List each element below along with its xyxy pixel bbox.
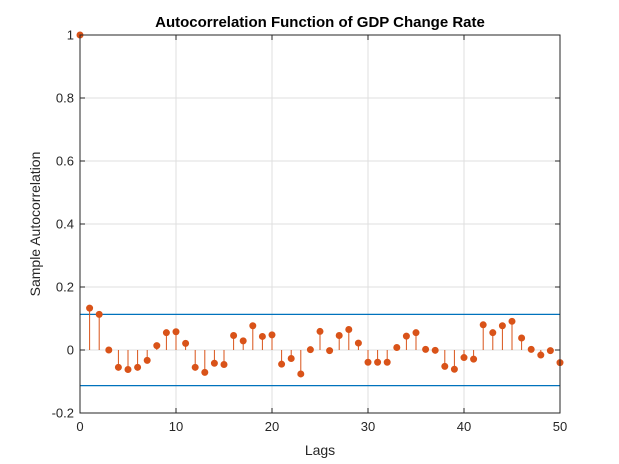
stem-marker [258,332,266,340]
stem-marker [537,351,545,359]
stem-marker [95,310,103,318]
stem-marker [210,359,218,367]
y-tick-label: 0.6 [56,154,74,169]
stem-marker [268,331,276,339]
stem-marker [249,322,257,330]
stem-marker [201,368,209,376]
stem-marker [220,360,228,368]
confidence-bounds [80,313,560,387]
stem-marker [335,332,343,340]
stem-marker [479,321,487,329]
x-tick-label: 20 [265,419,279,434]
y-tick-label: 0 [67,343,74,358]
stem-marker [306,346,314,354]
chart-title: Autocorrelation Function of GDP Change R… [155,14,485,31]
stem-marker [182,339,190,347]
stem-marker [153,342,161,350]
stem-marker [114,363,122,371]
x-tick-label: 50 [553,419,567,434]
stem-marker [326,347,334,355]
stem-marker [546,347,554,355]
x-tick-label: 0 [76,419,83,434]
stem-marker [470,355,478,363]
stem-marker [172,328,180,336]
stem-marker [431,346,439,354]
stem-marker [134,363,142,371]
stem-marker [143,356,151,364]
stem-marker [489,329,497,337]
x-tick-label: 30 [361,419,375,434]
stem-marker [364,358,372,366]
stem-marker [278,360,286,368]
stem-marker [412,329,420,337]
y-tick-label: 1 [67,28,74,43]
stem-marker [297,370,305,378]
stem-marker [527,345,535,353]
stem-marker [393,343,401,351]
x-tick-label: 40 [457,419,471,434]
stem-marker [441,362,449,370]
stem-marker [374,358,382,366]
stem-marker [105,346,113,354]
x-axis-label: Lags [305,442,335,458]
stem-marker [287,355,295,363]
stem-marker [354,339,362,347]
stem-marker [86,304,94,312]
y-axis-ticks: -0.2 0 0.2 0.4 0.6 0.8 1 [52,28,560,421]
stem-marker [316,327,324,335]
stem-marker [383,358,391,366]
stem-marker [460,354,468,362]
y-tick-label: 0.8 [56,91,74,106]
stem-marker [402,332,410,340]
stem-marker [498,322,506,330]
y-tick-label: -0.2 [52,406,74,421]
stem-marker [518,334,526,342]
stem-marker [239,337,247,345]
stem-series [76,31,564,378]
stem-marker [124,366,132,374]
stem-marker [450,365,458,373]
y-axis-label: Sample Autocorrelation [27,152,43,297]
stem-marker [422,345,430,353]
stem-marker [191,363,199,371]
x-tick-label: 10 [169,419,183,434]
stem-marker [345,326,353,334]
grid-lines [79,34,561,414]
stem-marker [230,332,238,340]
y-tick-label: 0.4 [56,217,74,232]
y-tick-label: 0.2 [56,280,74,295]
stem-marker [508,317,516,325]
stem-marker [162,329,170,337]
x-axis-ticks: 0 10 20 30 40 50 [76,35,567,434]
